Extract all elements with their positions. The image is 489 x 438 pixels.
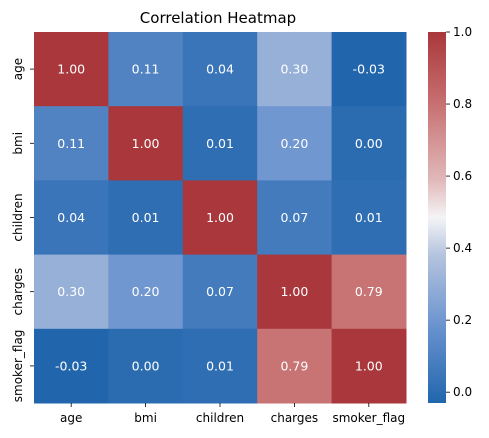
cell-value-label: 1.00 [57,62,85,77]
colorbar-gradient [428,32,446,403]
cell-value-label: 0.11 [132,62,160,77]
cell-value-label: 0.30 [280,62,308,77]
colorbar-tick-label: 0.0 [453,385,472,399]
y-axis-tick-labels: age bmi children charges smoker_flag [11,58,34,402]
x-tick-label-age: age [60,411,82,425]
cell-value-label: 0.79 [355,284,383,299]
heatmap-cell-age-charges [257,32,333,107]
cell-value-label: 1.00 [355,358,383,373]
cell-value-label: 1.00 [206,210,234,225]
heatmap-cell-age-bmi [108,32,184,107]
y-tick-label-charges: charges [11,268,25,316]
chart-title: Correlation Heatmap [140,9,296,27]
heatmap-cell-smoker_flag-charges [257,328,333,404]
cell-value-label: 0.00 [355,136,383,151]
heatmap-cell-charges-smoker_flag [331,254,407,330]
colorbar-tick-label: 0.6 [453,169,472,183]
heatmap-cell-charges-bmi [108,254,184,330]
cell-value-label: 1.00 [280,284,308,299]
x-tick-label-children: children [196,411,244,425]
y-tick-label-smoker_flag: smoker_flag [11,330,25,403]
cell-value-label: 0.01 [206,358,234,373]
colorbar-tick-label: 0.2 [453,313,472,327]
colorbar: 0.0 0.2 0.4 0.6 0.8 1.0 [428,25,472,403]
cell-value-label: 0.20 [280,136,308,151]
colorbar-tick-label: 0.4 [453,241,472,255]
heatmap-cell-charges-children [182,254,258,330]
cell-value-label: 0.07 [280,210,308,225]
heatmap-cell-charges-age [34,254,109,330]
heatmap-cell-smoker_flag-age [34,328,109,404]
heatmap-cell-bmi-charges [257,106,333,181]
cell-value-label: 0.79 [280,358,308,373]
heatmap-cell-age-children [182,32,258,107]
cell-value-label: 0.04 [206,62,234,77]
heatmap-cell-bmi-children [182,106,258,181]
heatmap-cell-children-age [34,180,109,256]
heatmap-cell-charges-charges [257,254,333,330]
x-tick-label-bmi: bmi [134,411,157,425]
heatmap-cell-children-smoker_flag [331,180,407,256]
heatmap-cell-bmi-smoker_flag [331,106,407,181]
heatmap-cells: 1.00 0.11 0.04 0.30 -0.03 0.11 1.00 0.01 0.20 0.0… [34,32,407,404]
cell-value-label: 1.00 [132,136,160,151]
heatmap-cell-age-smoker_flag [331,32,407,107]
heatmap-cell-children-bmi [108,180,184,256]
y-tick-label-bmi: bmi [11,132,25,155]
cell-value-label: 0.01 [355,210,383,225]
heatmap-cell-bmi-age [34,106,109,181]
heatmap-cell-smoker_flag-smoker_flag [331,328,407,404]
x-axis-tick-labels: age bmi children charges smoker_flag [60,403,405,425]
heatmap-cell-smoker_flag-bmi [108,328,184,404]
heatmap-cell-children-children [182,180,258,256]
colorbar-tick-label: 1.0 [453,25,472,39]
cell-value-label: 0.04 [57,210,85,225]
cell-value-label: 0.20 [132,284,160,299]
cell-value-label: 0.07 [206,284,234,299]
cell-value-label: 0.00 [132,358,160,373]
heatmap-cell-smoker_flag-children [182,328,258,404]
cell-value-label: 0.01 [206,136,234,151]
heatmap-cell-age-age [34,32,109,107]
cell-value-label: -0.03 [55,358,87,373]
cell-value-label: 0.11 [57,136,85,151]
x-tick-label-charges: charges [271,411,319,425]
cell-value-label: 0.01 [132,210,160,225]
cell-value-label: 0.30 [57,284,85,299]
y-tick-label-age: age [11,58,25,80]
y-tick-label-children: children [11,193,25,241]
x-tick-label-smoker_flag: smoker_flag [332,411,405,425]
heatmap-cell-children-charges [257,180,333,256]
cell-value-label: -0.03 [353,62,385,77]
colorbar-tick-label: 0.8 [453,97,472,111]
heatmap-cell-bmi-bmi [108,106,184,181]
